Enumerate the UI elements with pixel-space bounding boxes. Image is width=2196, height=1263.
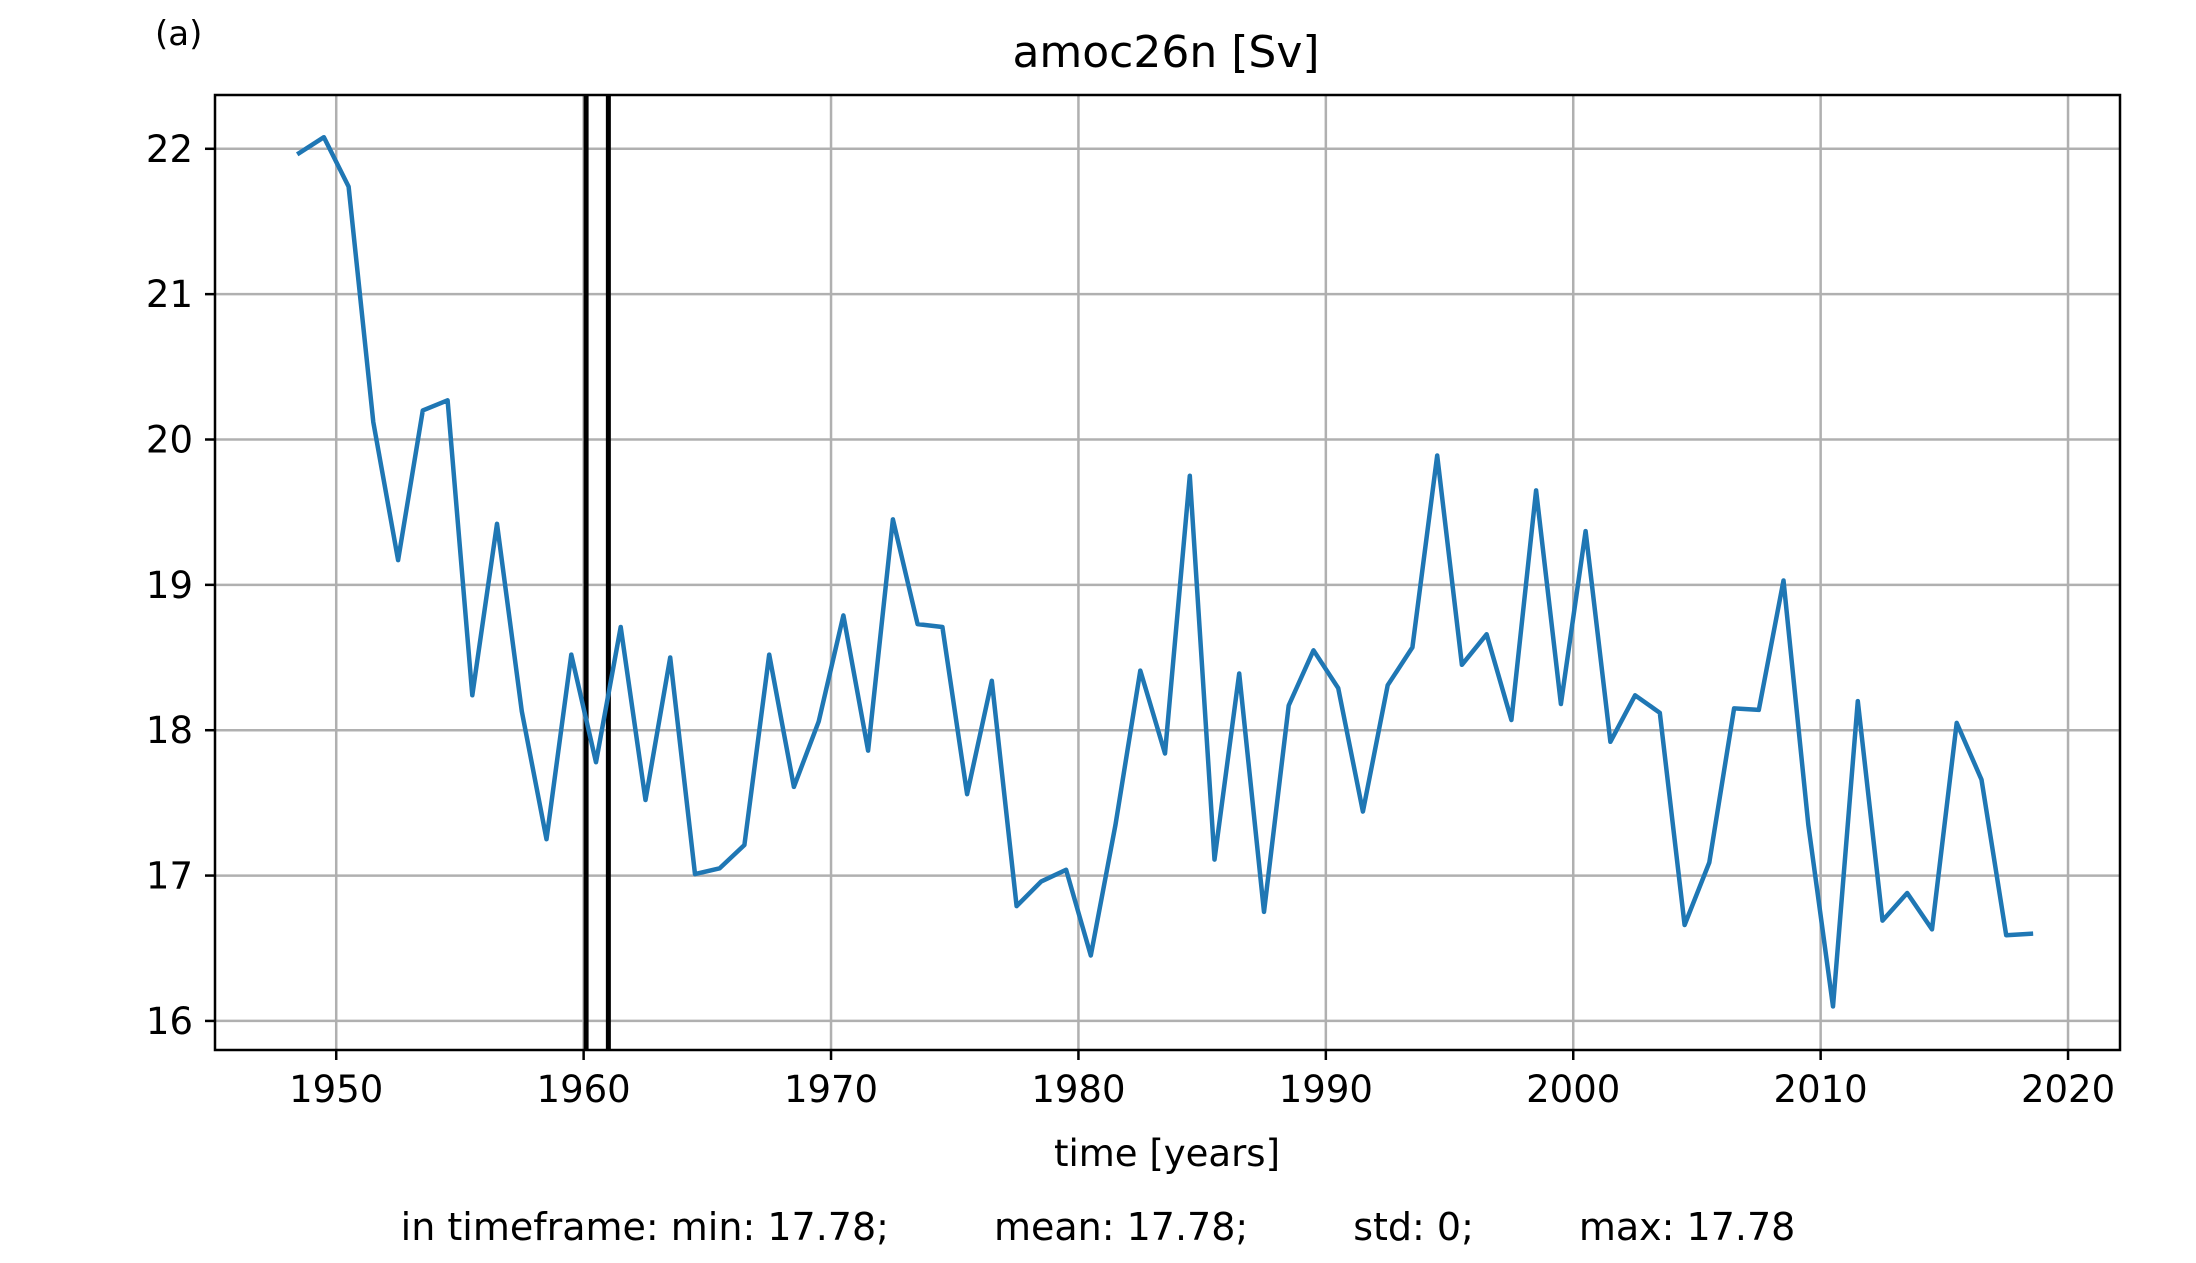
x-tick-label: 1960 xyxy=(537,1068,631,1111)
chart-title: amoc26n [Sv] xyxy=(1012,27,1319,78)
grid-lines xyxy=(215,95,2120,1050)
x-tick-label: 1990 xyxy=(1279,1068,1373,1111)
y-axis: 16 17 18 19 20 21 22 xyxy=(146,128,215,1043)
y-tick-label: 16 xyxy=(146,1000,193,1043)
x-tick-label: 2010 xyxy=(1774,1068,1868,1111)
x-tick-label: 1980 xyxy=(1031,1068,1125,1111)
series-group xyxy=(295,134,2034,1009)
y-tick-label: 21 xyxy=(146,273,193,316)
stat-mean: mean: 17.78; xyxy=(993,1205,1249,1249)
x-axis-label: time [years] xyxy=(1054,1132,1280,1175)
stat-max: max: 17.78 xyxy=(1578,1205,1796,1249)
series-line xyxy=(295,134,2034,1009)
panel-label: (a) xyxy=(155,14,203,54)
y-tick-label: 18 xyxy=(146,709,193,752)
timeframe-markers xyxy=(583,95,611,1050)
x-tick-label: 2020 xyxy=(2021,1068,2115,1111)
plot-frame xyxy=(213,93,2122,1052)
x-tick-label: 2000 xyxy=(1526,1068,1620,1111)
y-tick-label: 17 xyxy=(146,855,193,898)
timeframe-stats: in timeframe: min: 17.78; mean: 17.78; std… xyxy=(0,1205,2196,1249)
x-tick-label: 1950 xyxy=(289,1068,383,1111)
x-tick-label: 1970 xyxy=(784,1068,878,1111)
y-tick-label: 19 xyxy=(146,564,193,607)
stat-min: in timeframe: min: 17.78; xyxy=(400,1205,889,1249)
y-tick-label: 22 xyxy=(146,128,193,171)
stat-std: std: 0; xyxy=(1353,1205,1474,1249)
x-axis: 1950 1960 1970 1980 1990 2000 2010 2020 xyxy=(289,1050,2115,1111)
y-tick-label: 20 xyxy=(146,418,193,461)
